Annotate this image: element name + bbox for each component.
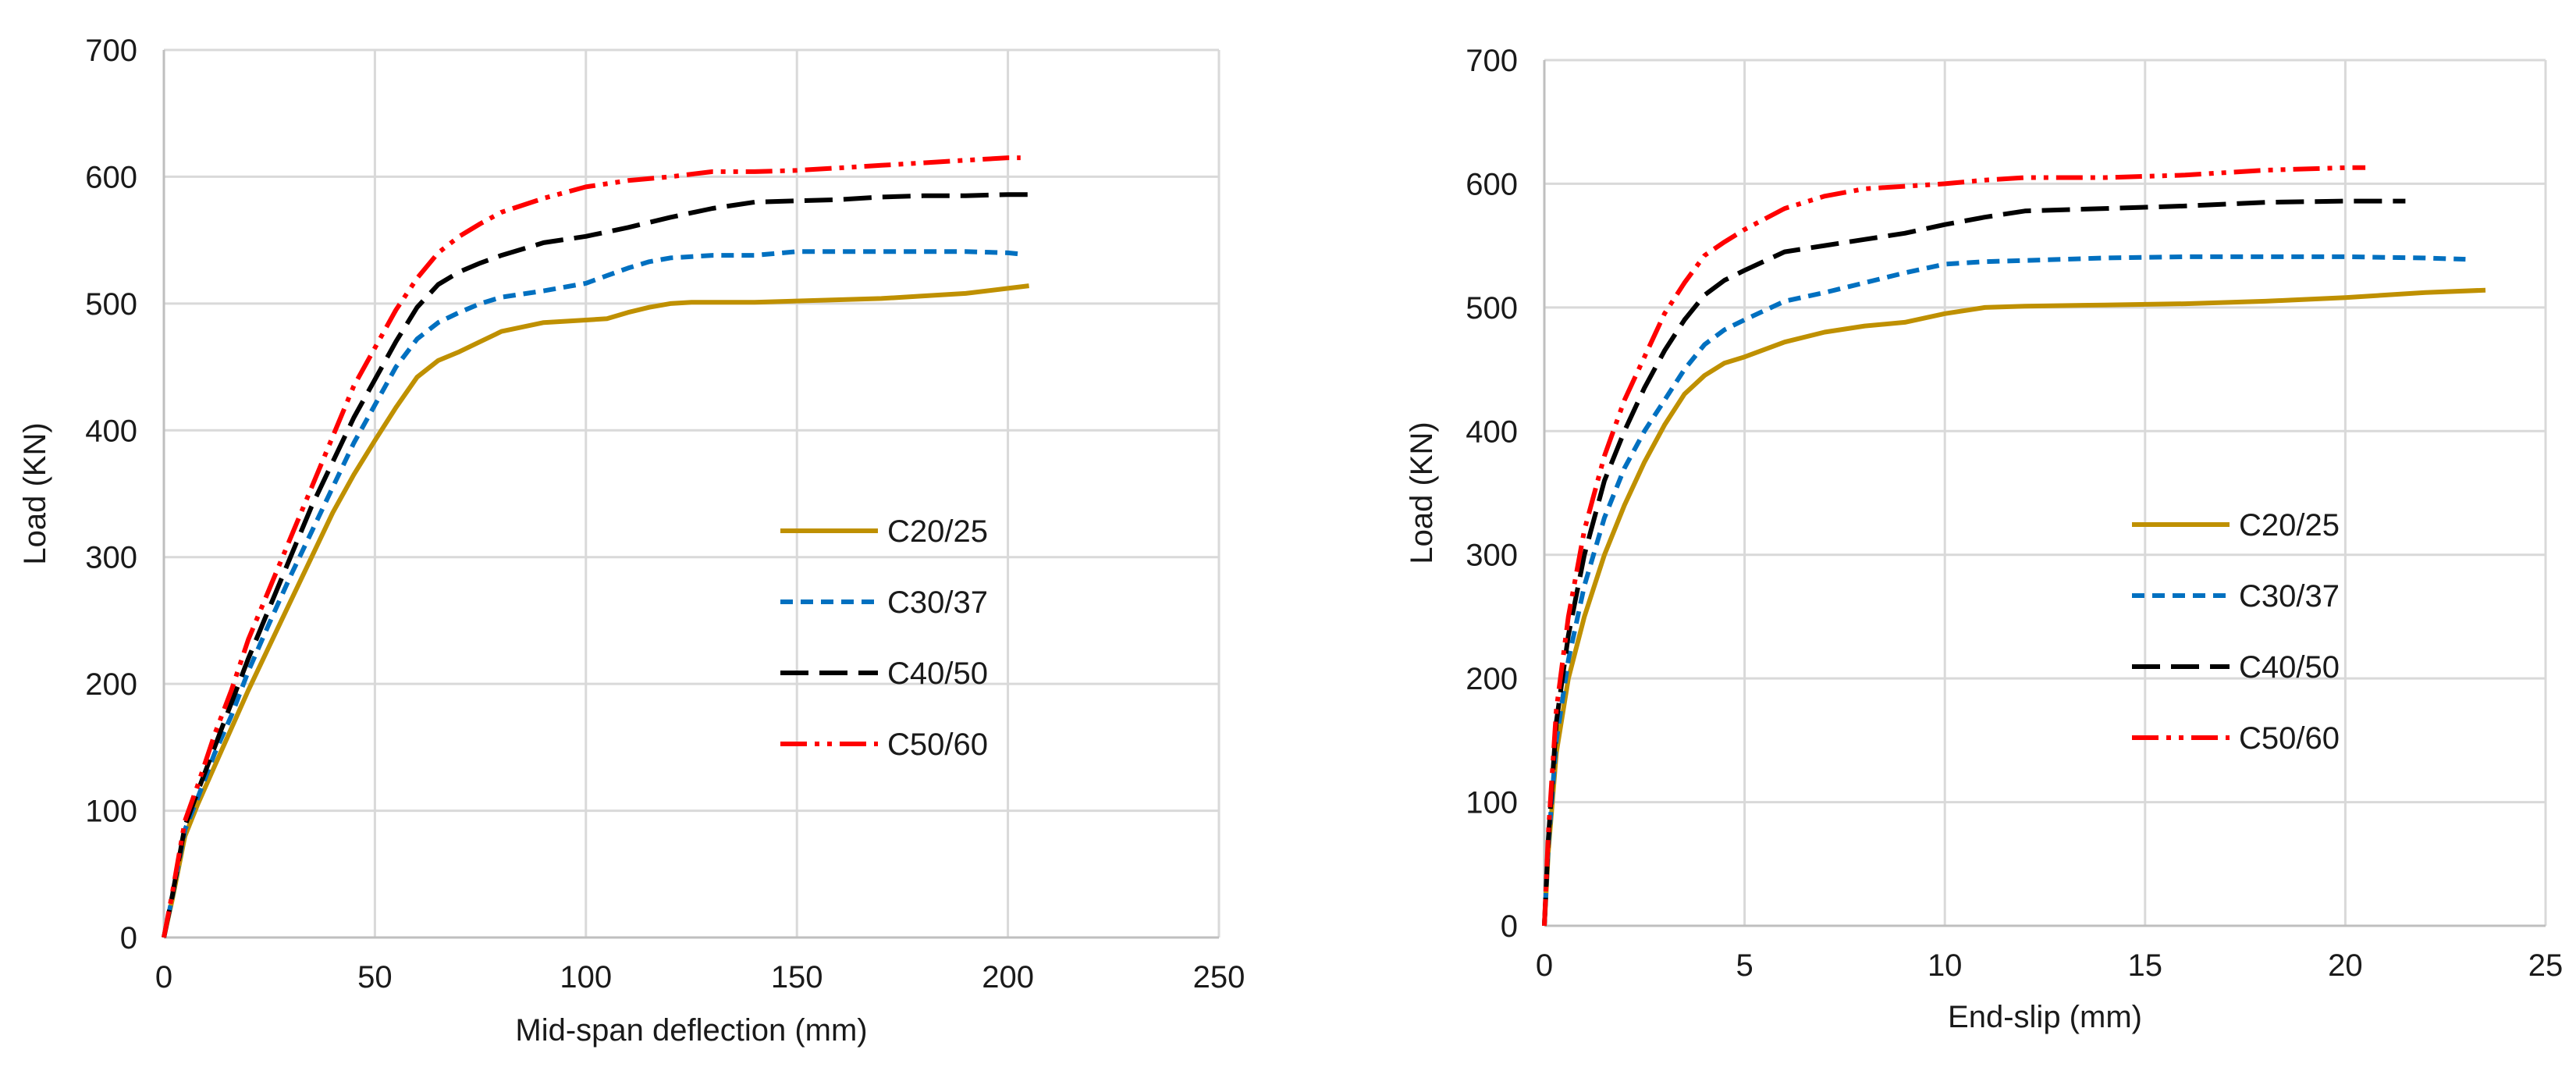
chart1-y-tick-label: 0 xyxy=(120,921,137,955)
chart1-y-tick-label: 700 xyxy=(85,34,137,68)
chart2-series-line-c30-37 xyxy=(1542,254,2466,927)
chart1-y-tick-label: 400 xyxy=(85,414,137,448)
chart2-y-tick-label: 500 xyxy=(1466,291,1518,326)
chart1-x-tick-label: 50 xyxy=(357,960,393,994)
chart1-y-tick-label: 300 xyxy=(85,541,137,575)
chart2-x-tick-label: 15 xyxy=(2128,948,2163,983)
chart2-series-line-c20-25 xyxy=(1542,287,2486,927)
chart1-x-tick-label: 200 xyxy=(982,960,1034,994)
chart2-x-tick-label: 10 xyxy=(1928,948,1963,983)
chart2-y-tick-label: 700 xyxy=(1466,44,1518,78)
chart1-x-tick-label: 250 xyxy=(1193,960,1245,994)
chart1-series-line-c40-50 xyxy=(162,192,1029,938)
chart2-legend-label: C50/60 xyxy=(2239,721,2340,756)
chart2-legend-label: C40/50 xyxy=(2239,650,2340,685)
chart1-y-axis-title: Load (KN) xyxy=(18,422,52,564)
chart2-y-tick-label: 300 xyxy=(1466,539,1518,573)
chart2-x-tick-label: 25 xyxy=(2528,948,2564,983)
chart1-series-line-c30-37 xyxy=(162,249,1022,938)
chart2-y-tick-label: 100 xyxy=(1466,786,1518,820)
chart1-x-tick-label: 0 xyxy=(155,960,172,994)
chart2-x-axis-title: End-slip (mm) xyxy=(1948,1000,2142,1034)
chart1-legend-label: C50/60 xyxy=(887,728,988,762)
chart2-x-tick-label: 0 xyxy=(1536,948,1553,983)
chart1-y-tick-label: 500 xyxy=(85,287,137,322)
chart2-x-tick-label: 5 xyxy=(1736,948,1753,983)
chart1-legend-label: C40/50 xyxy=(887,656,988,691)
chart2-y-tick-label: 400 xyxy=(1466,414,1518,449)
chart1-y-tick-label: 100 xyxy=(85,795,137,829)
chart2-y-tick-label: 200 xyxy=(1466,662,1518,696)
chart2-y-tick-label: 600 xyxy=(1466,167,1518,201)
chart2-series-line-c50-60 xyxy=(1542,165,2366,927)
chart1-y-tick-label: 600 xyxy=(85,160,137,194)
chart1-x-axis-title: Mid-span deflection (mm) xyxy=(515,1013,867,1048)
chart1-series-line-c20-25 xyxy=(162,283,1029,938)
chart1-legend-label: C20/25 xyxy=(887,514,988,549)
chart1-x-tick-label: 100 xyxy=(560,960,612,994)
chart2-series-line-c40-50 xyxy=(1542,198,2406,927)
chart2-legend-label: C20/25 xyxy=(2239,508,2340,543)
chart1-y-tick-label: 200 xyxy=(85,667,137,702)
chart2-y-axis-title: Load (KN) xyxy=(1405,422,1439,564)
chart1-x-tick-label: 150 xyxy=(771,960,823,994)
chart2-legend-label: C30/37 xyxy=(2239,579,2340,614)
chart2-x-tick-label: 20 xyxy=(2328,948,2363,983)
chart2-y-tick-label: 0 xyxy=(1501,909,1518,944)
chart1-legend-label: C30/37 xyxy=(887,585,988,620)
